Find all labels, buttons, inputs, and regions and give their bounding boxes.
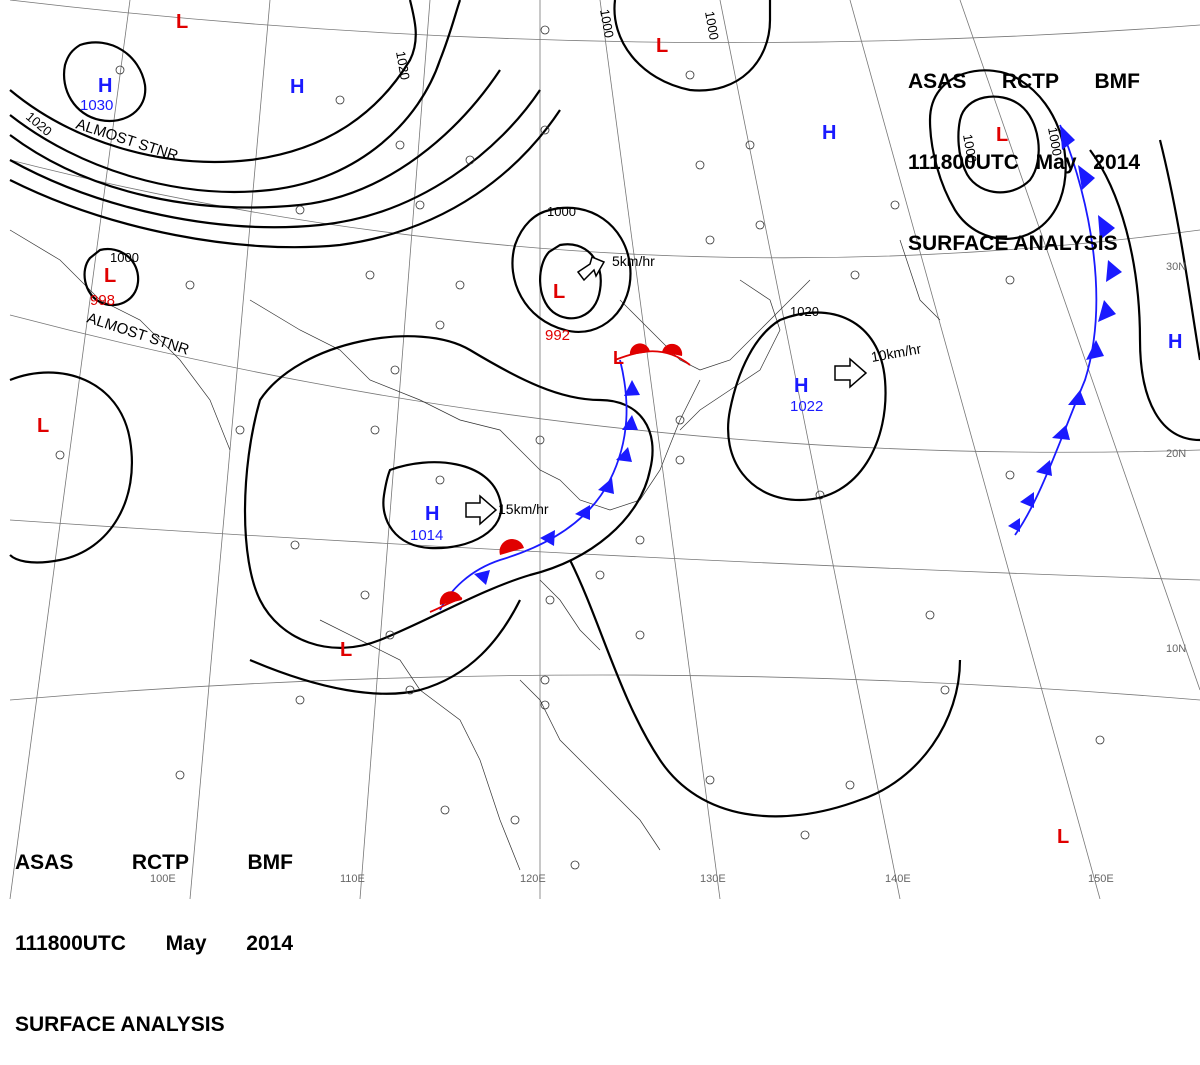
longitude-label: 110E [340, 873, 365, 885]
low-center: L [656, 35, 668, 57]
chart-background [0, 0, 1200, 899]
grid-labels: 30N 20N 10N 100E 110E 120E 130E 140E 150… [150, 261, 1186, 885]
high-center: H [425, 503, 439, 525]
header-time: 111800UTC [15, 932, 126, 955]
header-time: 111800UTC [908, 151, 1019, 174]
low-center: L [1057, 826, 1069, 848]
header-month: May [165, 932, 207, 955]
isobar-label: 1000 [110, 250, 139, 265]
isobar-label: 1020 [790, 304, 819, 319]
header-title: SURFACE ANALYSIS [15, 1013, 225, 1036]
isobar-label: 1020 [393, 50, 413, 81]
header-station: RCTP [1001, 70, 1060, 93]
high-center-value: 1030 [80, 97, 113, 114]
header-agency: ASAS [15, 851, 74, 874]
isobar-label: 1000 [702, 10, 722, 41]
header-line-2: 111800UTC May 2014 [15, 930, 293, 957]
high-center: H [98, 75, 112, 97]
isobar-label: 1000 [547, 204, 576, 219]
high-center: H [794, 375, 808, 397]
latitude-label: 10N [1166, 643, 1186, 655]
graticule [9, 0, 1200, 899]
low-center: L [340, 639, 352, 661]
isobar-label: 1000 [597, 8, 617, 39]
header-line-2: 111800UTC May 2014 [908, 149, 1140, 176]
header-code: BMF [247, 851, 294, 874]
longitude-label: 150E [1088, 873, 1114, 885]
high-center: H [290, 76, 304, 98]
low-center-value: 998 [90, 292, 115, 309]
latitude-label: 20N [1166, 448, 1186, 460]
high-center: H [822, 122, 836, 144]
high-center-value: 1022 [790, 398, 823, 415]
header-station: RCTP [131, 851, 190, 874]
motion-arrow [834, 357, 868, 389]
motion-arrow [576, 255, 606, 282]
isobar-label: 1000 [1045, 126, 1065, 157]
high-center-value: 1014 [410, 527, 443, 544]
longitude-label: 130E [700, 873, 726, 885]
longitude-label: 140E [885, 873, 911, 885]
isobars [9, 0, 1200, 818]
motion-arrow [465, 494, 498, 526]
low-center-value: 992 [545, 327, 570, 344]
latitude-label: 30N [1166, 261, 1186, 273]
cold-front-barbs [474, 125, 1122, 585]
warm-front [429, 343, 691, 613]
header-code: BMF [1094, 70, 1141, 93]
weather-chart: H 1030 ALMOST STNR H L L L 998 ALMOST ST… [0, 0, 1200, 899]
low-center: L [553, 281, 565, 303]
isobar-labels: 1020 1020 1000 1000 1000 1000 1000 1020 … [23, 8, 1065, 319]
longitude-label: 100E [150, 873, 176, 885]
header-line-1: ASAS RCTP BMF [908, 68, 1140, 95]
isobar-label: 1000 [960, 133, 980, 164]
low-center: L [104, 265, 116, 287]
cold-front [439, 124, 1122, 611]
header-year: 2014 [246, 932, 293, 955]
header-year: 2014 [1093, 151, 1140, 174]
high-center: H [1168, 331, 1182, 353]
low-center: L [37, 415, 49, 437]
header-month: May [1035, 151, 1077, 174]
low-center: L [996, 124, 1008, 146]
low-center: L [176, 11, 188, 33]
header-line-1: ASAS RCTP BMF [15, 849, 293, 876]
station-plots [55, 25, 1105, 870]
low-center: L [613, 348, 624, 368]
motion-speed: 5km/hr [612, 253, 655, 269]
chart-header-top: ASAS RCTP BMF 111800UTC May 2014 SURFACE… [908, 14, 1140, 284]
header-agency: ASAS [908, 70, 967, 93]
chart-header-bottom: ASAS RCTP BMF 111800UTC May 2014 SURFACE… [15, 795, 293, 1065]
header-title: SURFACE ANALYSIS [908, 232, 1118, 255]
longitude-label: 120E [520, 873, 546, 885]
motion-speed: 15km/hr [498, 501, 549, 517]
